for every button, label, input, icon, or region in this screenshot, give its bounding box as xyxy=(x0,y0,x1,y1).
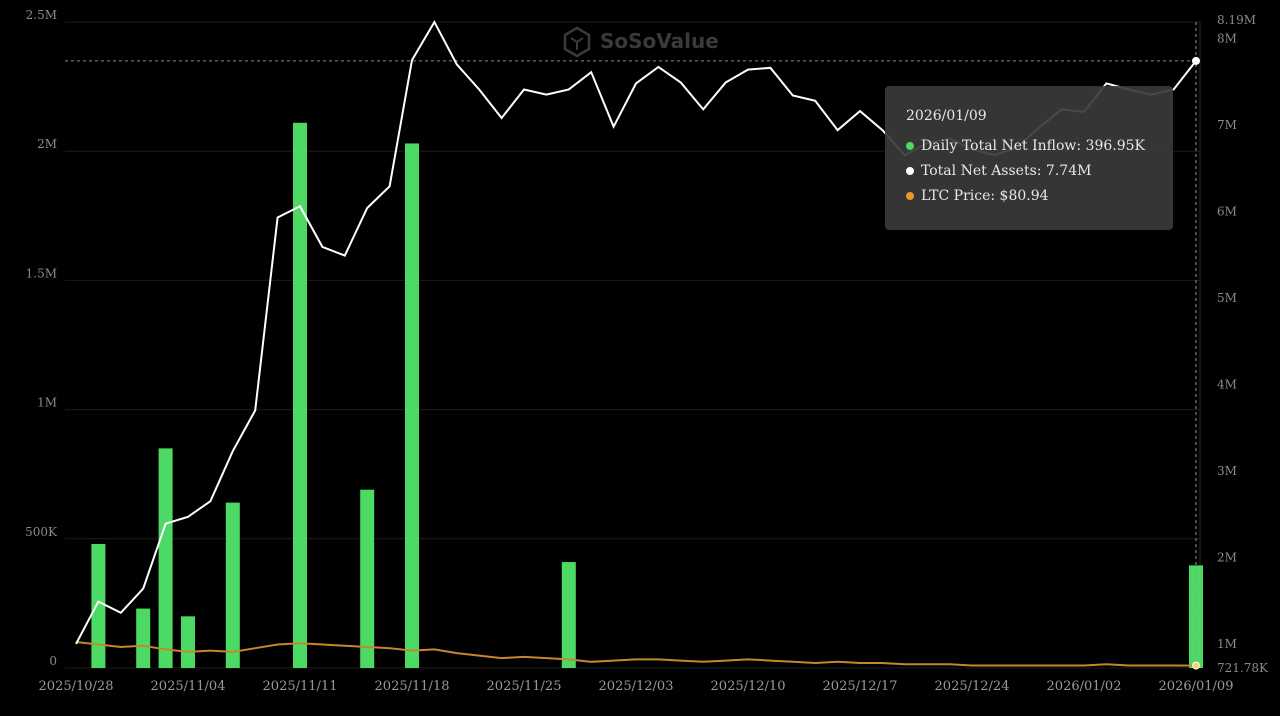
assets-dot-icon xyxy=(906,166,914,175)
inflow-bar xyxy=(360,489,375,668)
left-tick-label: 2M xyxy=(37,137,57,151)
x-tick-label: 2026/01/02 xyxy=(1047,679,1122,694)
inflow-bar xyxy=(293,122,307,668)
x-tick-label: 2025/11/04 xyxy=(151,679,226,694)
right-tick-label: 8.19M xyxy=(1217,13,1256,27)
x-tick-label: 2025/12/10 xyxy=(711,679,786,694)
right-tick-label: 3M xyxy=(1217,464,1237,478)
right-tick-label: 6M xyxy=(1217,204,1237,218)
right-tick-label: 8M xyxy=(1217,31,1237,45)
right-tick-label: 721.78K xyxy=(1217,661,1269,675)
x-tick-label: 2025/12/24 xyxy=(935,679,1010,694)
price-hover-point xyxy=(1192,661,1200,670)
inflow-bar xyxy=(136,608,151,668)
left-tick-label: 1M xyxy=(37,396,57,410)
right-tick-label: 5M xyxy=(1217,291,1237,305)
tooltip-price-label: LTC Price: $80.94 xyxy=(921,187,1049,204)
x-axis: 2025/10/28 2025/11/04 2025/11/11 2025/11/18… xyxy=(39,679,1234,694)
tooltip: 2026/01/09 Daily Total Net Inflow: 396.9… xyxy=(885,86,1173,230)
left-tick-label: 2.5M xyxy=(26,8,57,22)
inflow-bar xyxy=(405,143,419,668)
inflow-bar xyxy=(561,562,576,668)
x-tick-label: 2025/10/28 xyxy=(39,679,114,694)
inflow-dot-icon xyxy=(906,141,914,150)
watermark: SoSoValue xyxy=(563,26,719,58)
right-tick-label: 7M xyxy=(1217,118,1237,132)
inflow-bars xyxy=(91,122,1203,668)
crosshair xyxy=(1192,22,1200,670)
tooltip-row-assets: Total Net Assets: 7.74M xyxy=(906,158,1173,183)
x-tick-label: 2025/11/18 xyxy=(375,679,450,694)
inflow-bar xyxy=(181,616,195,668)
tooltip-row-inflow: Daily Total Net Inflow: 396.95K xyxy=(906,133,1173,158)
x-tick-label: 2025/12/17 xyxy=(823,679,898,694)
tooltip-inflow-label: Daily Total Net Inflow: 396.95K xyxy=(921,137,1145,154)
x-tick-label: 2025/11/11 xyxy=(263,679,338,694)
left-tick-label: 1.5M xyxy=(26,266,57,280)
inflow-bar xyxy=(225,502,240,668)
price-line xyxy=(75,641,1197,667)
assets-hover-point xyxy=(1192,56,1200,65)
right-tick-label: 4M xyxy=(1217,377,1237,391)
price-dot-icon xyxy=(906,191,914,200)
tooltip-row-price: LTC Price: $80.94 xyxy=(906,183,1173,208)
x-tick-label: 2026/01/09 xyxy=(1159,679,1234,694)
inflow-bar xyxy=(91,543,106,668)
grid-lines xyxy=(65,21,1201,669)
right-axis: 721.78K 1M 2M 3M 4M 5M 6M 7M 8M 8.19M xyxy=(1217,13,1269,675)
price-series xyxy=(75,641,1197,667)
left-tick-label: 500K xyxy=(25,525,58,539)
x-tick-label: 2025/12/03 xyxy=(599,679,674,694)
right-tick-label: 1M xyxy=(1217,637,1237,651)
right-tick-label: 2M xyxy=(1217,550,1237,564)
tooltip-date: 2026/01/09 xyxy=(906,108,987,124)
tooltip-assets-label: Total Net Assets: 7.74M xyxy=(921,162,1092,179)
sosovalue-logo-icon xyxy=(563,26,591,58)
x-tick-label: 2025/11/25 xyxy=(487,679,562,694)
left-axis: 0 500K 1M 1.5M 2M 2.5M xyxy=(25,8,58,668)
inflow-bar xyxy=(158,448,173,668)
left-tick-label: 0 xyxy=(49,654,57,668)
watermark-text: SoSoValue xyxy=(600,29,719,53)
